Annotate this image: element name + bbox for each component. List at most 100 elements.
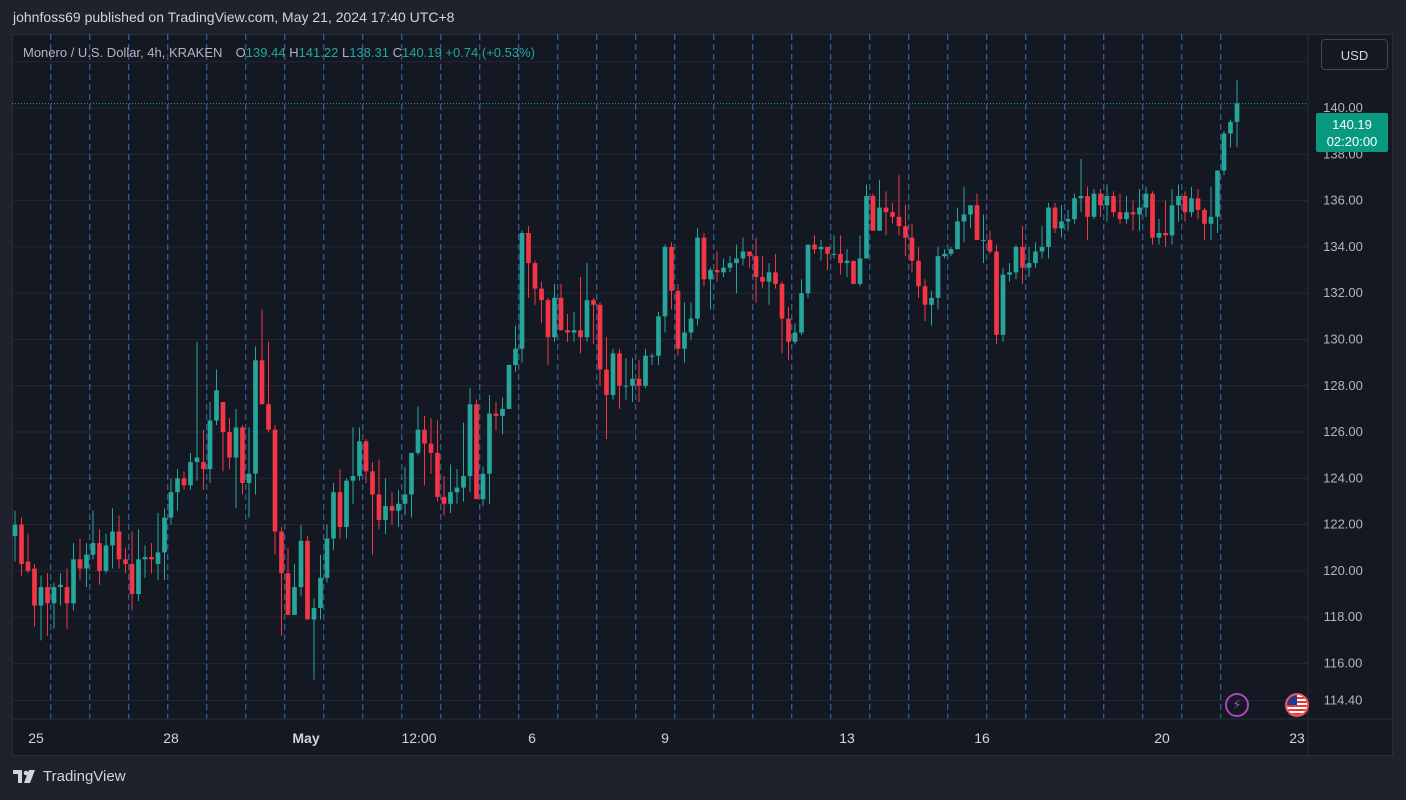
candle — [1143, 186, 1149, 217]
candle — [740, 237, 746, 266]
candle — [903, 205, 908, 257]
candle-body — [753, 256, 759, 277]
candle — [948, 246, 954, 257]
candle — [604, 337, 609, 439]
candles — [12, 80, 1240, 680]
legend-high-label: H — [289, 45, 299, 60]
candle-body — [324, 538, 330, 578]
candle — [857, 235, 863, 287]
candle-body — [896, 216, 902, 227]
candle — [727, 256, 733, 273]
x-tick-label: 25 — [28, 730, 44, 746]
candle — [714, 251, 720, 282]
candle — [123, 547, 128, 574]
candle-body — [1202, 209, 1207, 224]
candle-body — [311, 607, 317, 620]
candle — [467, 388, 473, 493]
candle-body — [812, 244, 817, 250]
legend-high-value: 141.22 — [298, 45, 339, 60]
candle-body — [909, 237, 915, 261]
candle — [1078, 158, 1084, 213]
candle-body — [1130, 212, 1136, 215]
candle-body — [1234, 103, 1240, 122]
x-tick-label: 6 — [528, 730, 536, 746]
candle — [851, 260, 856, 284]
candle — [1033, 242, 1038, 268]
candle — [201, 429, 206, 490]
candle — [71, 543, 76, 611]
candle-body — [552, 297, 557, 338]
price-axis: 114.40 116.00 118.00 120.00 122.00 124.00 126.… — [1307, 34, 1363, 756]
candle-body — [688, 318, 694, 333]
candle — [1130, 200, 1136, 231]
candle — [753, 237, 759, 303]
candle — [721, 258, 726, 277]
candle-body — [981, 239, 986, 241]
lightning-icon[interactable]: ⚡ — [1225, 693, 1249, 717]
candle — [480, 466, 486, 507]
candle-body — [922, 286, 928, 305]
candle-body — [1156, 233, 1162, 238]
candle — [909, 223, 915, 273]
candle-body — [786, 318, 791, 342]
candle — [227, 418, 232, 470]
candle-body — [942, 253, 947, 257]
candle — [1111, 191, 1116, 217]
candle-body — [1215, 170, 1220, 217]
candle — [1195, 189, 1201, 220]
candle — [84, 543, 89, 588]
candle-body — [1182, 195, 1188, 213]
candle-body — [253, 360, 258, 474]
candle-body — [662, 246, 668, 317]
candle-body — [1150, 193, 1155, 238]
candle-body — [565, 330, 570, 333]
candle — [552, 283, 557, 342]
candle — [610, 348, 616, 400]
candle — [1052, 202, 1058, 234]
chart-legend: Monero / U.S. Dollar, 4h, KRAKEN O139.44… — [23, 45, 535, 60]
candle — [1169, 189, 1175, 245]
candle — [890, 202, 895, 224]
legend-symbol[interactable]: Monero / U.S. Dollar, 4h, KRAKEN — [23, 45, 223, 60]
candle — [688, 302, 694, 340]
candle — [428, 418, 434, 474]
candle — [110, 508, 115, 569]
candle-body — [1039, 246, 1045, 252]
candle-body — [792, 332, 798, 342]
candle — [669, 242, 674, 310]
candle — [1215, 170, 1220, 234]
currency-button[interactable]: USD — [1321, 39, 1388, 70]
candle-body — [591, 300, 596, 305]
us-flag-icon[interactable] — [1285, 693, 1309, 717]
tradingview-footer[interactable]: TradingView — [13, 768, 126, 785]
candle-body — [435, 452, 440, 497]
candle-body — [1091, 193, 1097, 217]
x-tick-label: 9 — [661, 730, 669, 746]
candle — [175, 469, 180, 511]
candle — [942, 249, 947, 259]
candle-body — [220, 401, 226, 433]
candle-body — [825, 246, 830, 254]
candle — [1228, 119, 1233, 148]
candle — [623, 357, 629, 400]
candle-body — [506, 364, 512, 409]
candle — [389, 492, 395, 525]
candlestick-chart[interactable]: 114.40 116.00 118.00 120.00 122.00 124.00 126.… — [12, 34, 1393, 756]
candle — [1156, 219, 1162, 245]
x-tick-label: 13 — [839, 730, 855, 746]
candle-body — [1189, 198, 1194, 213]
candle-body — [272, 429, 278, 532]
candle — [58, 573, 63, 606]
candle — [877, 179, 882, 231]
candle — [955, 207, 960, 250]
candle — [519, 230, 525, 363]
candle-body — [643, 355, 648, 386]
candle — [1163, 200, 1168, 247]
candle — [357, 427, 362, 481]
candle — [266, 341, 271, 433]
candle — [779, 281, 785, 354]
candle-body — [1059, 221, 1064, 229]
legend-close-value: 140.19 — [401, 45, 442, 60]
candle — [916, 246, 921, 298]
candle-body — [337, 492, 343, 527]
